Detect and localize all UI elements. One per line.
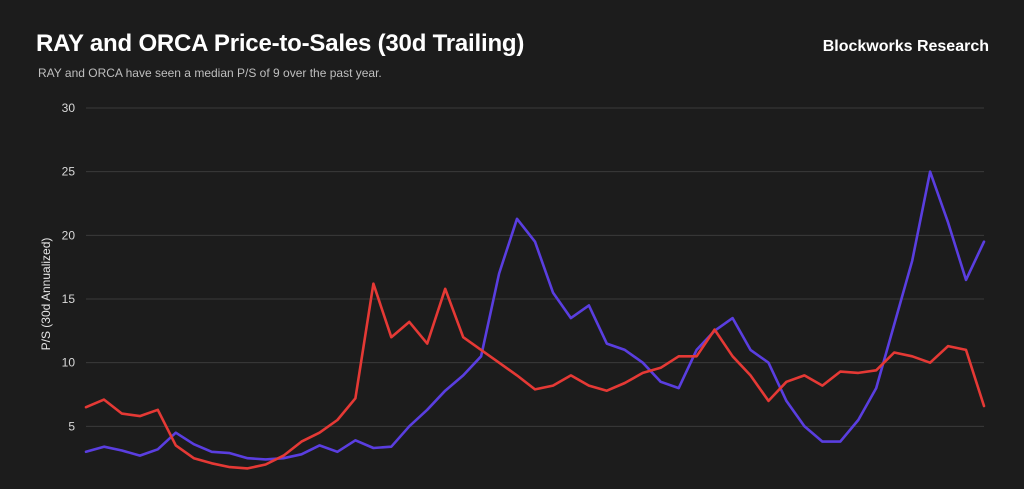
series-layer (84, 170, 986, 470)
series-line-red (84, 282, 986, 470)
y-axis: 5 10 15 20 25 30 (62, 101, 76, 433)
series-line-purple (84, 170, 986, 461)
brand-logo-text: Blockworks Research (822, 38, 989, 55)
y-tick-label: 15 (62, 292, 76, 306)
chart-subtitle: RAY and ORCA have seen a median P/S of 9… (38, 66, 382, 80)
y-axis-title: P/S (30d Annualized) (39, 238, 53, 351)
y-tick-label: 20 (62, 228, 76, 242)
y-tick-label: 25 (62, 165, 76, 179)
y-tick-label: 30 (62, 101, 76, 115)
grid-layer (86, 107, 984, 427)
y-tick-label: 10 (62, 356, 76, 370)
y-tick-label: 5 (68, 419, 75, 433)
chart-title: RAY and ORCA Price-to-Sales (30d Trailin… (36, 30, 525, 57)
